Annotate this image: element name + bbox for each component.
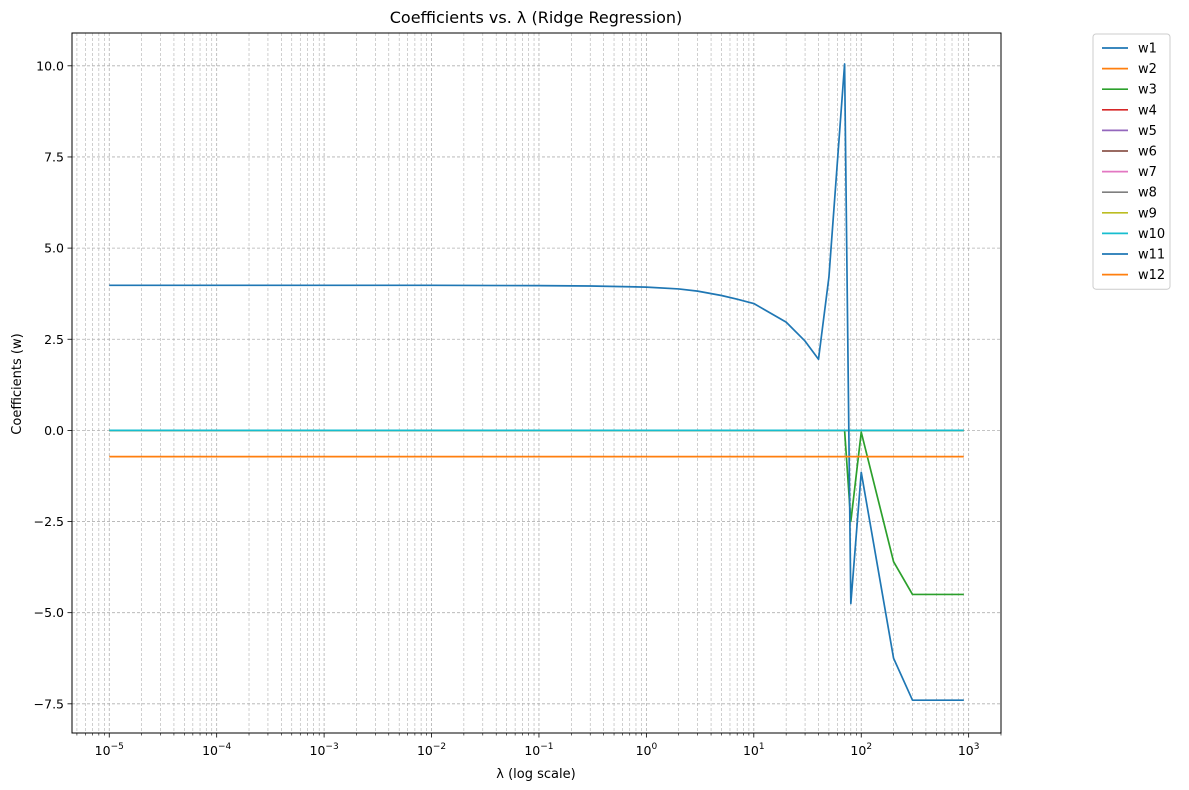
x-tick-label: 101 <box>743 742 765 758</box>
x-tick-label: 102 <box>850 742 872 758</box>
legend-label-w4: w4 <box>1138 103 1157 118</box>
x-axis-ticks: 10−5 10−4 10−3 10−2 10−1 100 101 102 103 <box>76 733 1002 758</box>
y-axis-ticks: −7.5 −5.0 −2.5 0.0 2.5 5.0 7.5 10.0 <box>34 58 72 711</box>
y-tick-label: −7.5 <box>34 696 64 711</box>
legend-label-w10: w10 <box>1138 227 1165 242</box>
x-tick-label: 10−4 <box>202 742 231 758</box>
legend-label-w12: w12 <box>1138 268 1165 283</box>
legend-label-w7: w7 <box>1138 165 1157 180</box>
y-tick-label: −2.5 <box>34 514 64 529</box>
legend-label-w11: w11 <box>1138 248 1165 263</box>
chart-title: Coefficients vs. λ (Ridge Regression) <box>390 8 683 27</box>
y-tick-label: −5.0 <box>34 605 64 620</box>
legend-label-w5: w5 <box>1138 124 1157 139</box>
y-tick-label: 2.5 <box>44 332 64 347</box>
legend: w1 w2 w3 w4 w5 w6 w7 w8 w9 w10 w11 w12 <box>1092 33 1171 290</box>
legend-label-w2: w2 <box>1138 62 1157 77</box>
x-axis-label: λ (log scale) <box>496 767 575 782</box>
legend-box <box>1092 33 1171 290</box>
x-tick-label: 10−2 <box>417 742 446 758</box>
x-tick-label: 10−5 <box>95 742 124 758</box>
y-tick-label: 5.0 <box>44 241 64 256</box>
series-line-w11 <box>109 63 964 702</box>
y-tick-label: 0.0 <box>44 423 64 438</box>
y-axis-label: Coefficients (w) <box>10 333 25 434</box>
legend-label-w8: w8 <box>1138 186 1157 201</box>
x-tick-label: 10−3 <box>310 742 339 758</box>
y-tick-label: 10.0 <box>36 58 64 73</box>
x-tick-label: 10−1 <box>524 742 553 758</box>
x-tick-label: 103 <box>958 742 980 758</box>
x-tick-label: 100 <box>636 742 658 758</box>
legend-label-w3: w3 <box>1138 83 1157 98</box>
axes-frame <box>71 32 1002 734</box>
legend-label-w6: w6 <box>1138 145 1157 160</box>
legend-label-w1: w1 <box>1138 42 1157 57</box>
legend-label-w9: w9 <box>1138 206 1157 221</box>
grid <box>72 33 1002 733</box>
y-tick-label: 7.5 <box>44 149 64 164</box>
series-lines <box>109 63 964 702</box>
